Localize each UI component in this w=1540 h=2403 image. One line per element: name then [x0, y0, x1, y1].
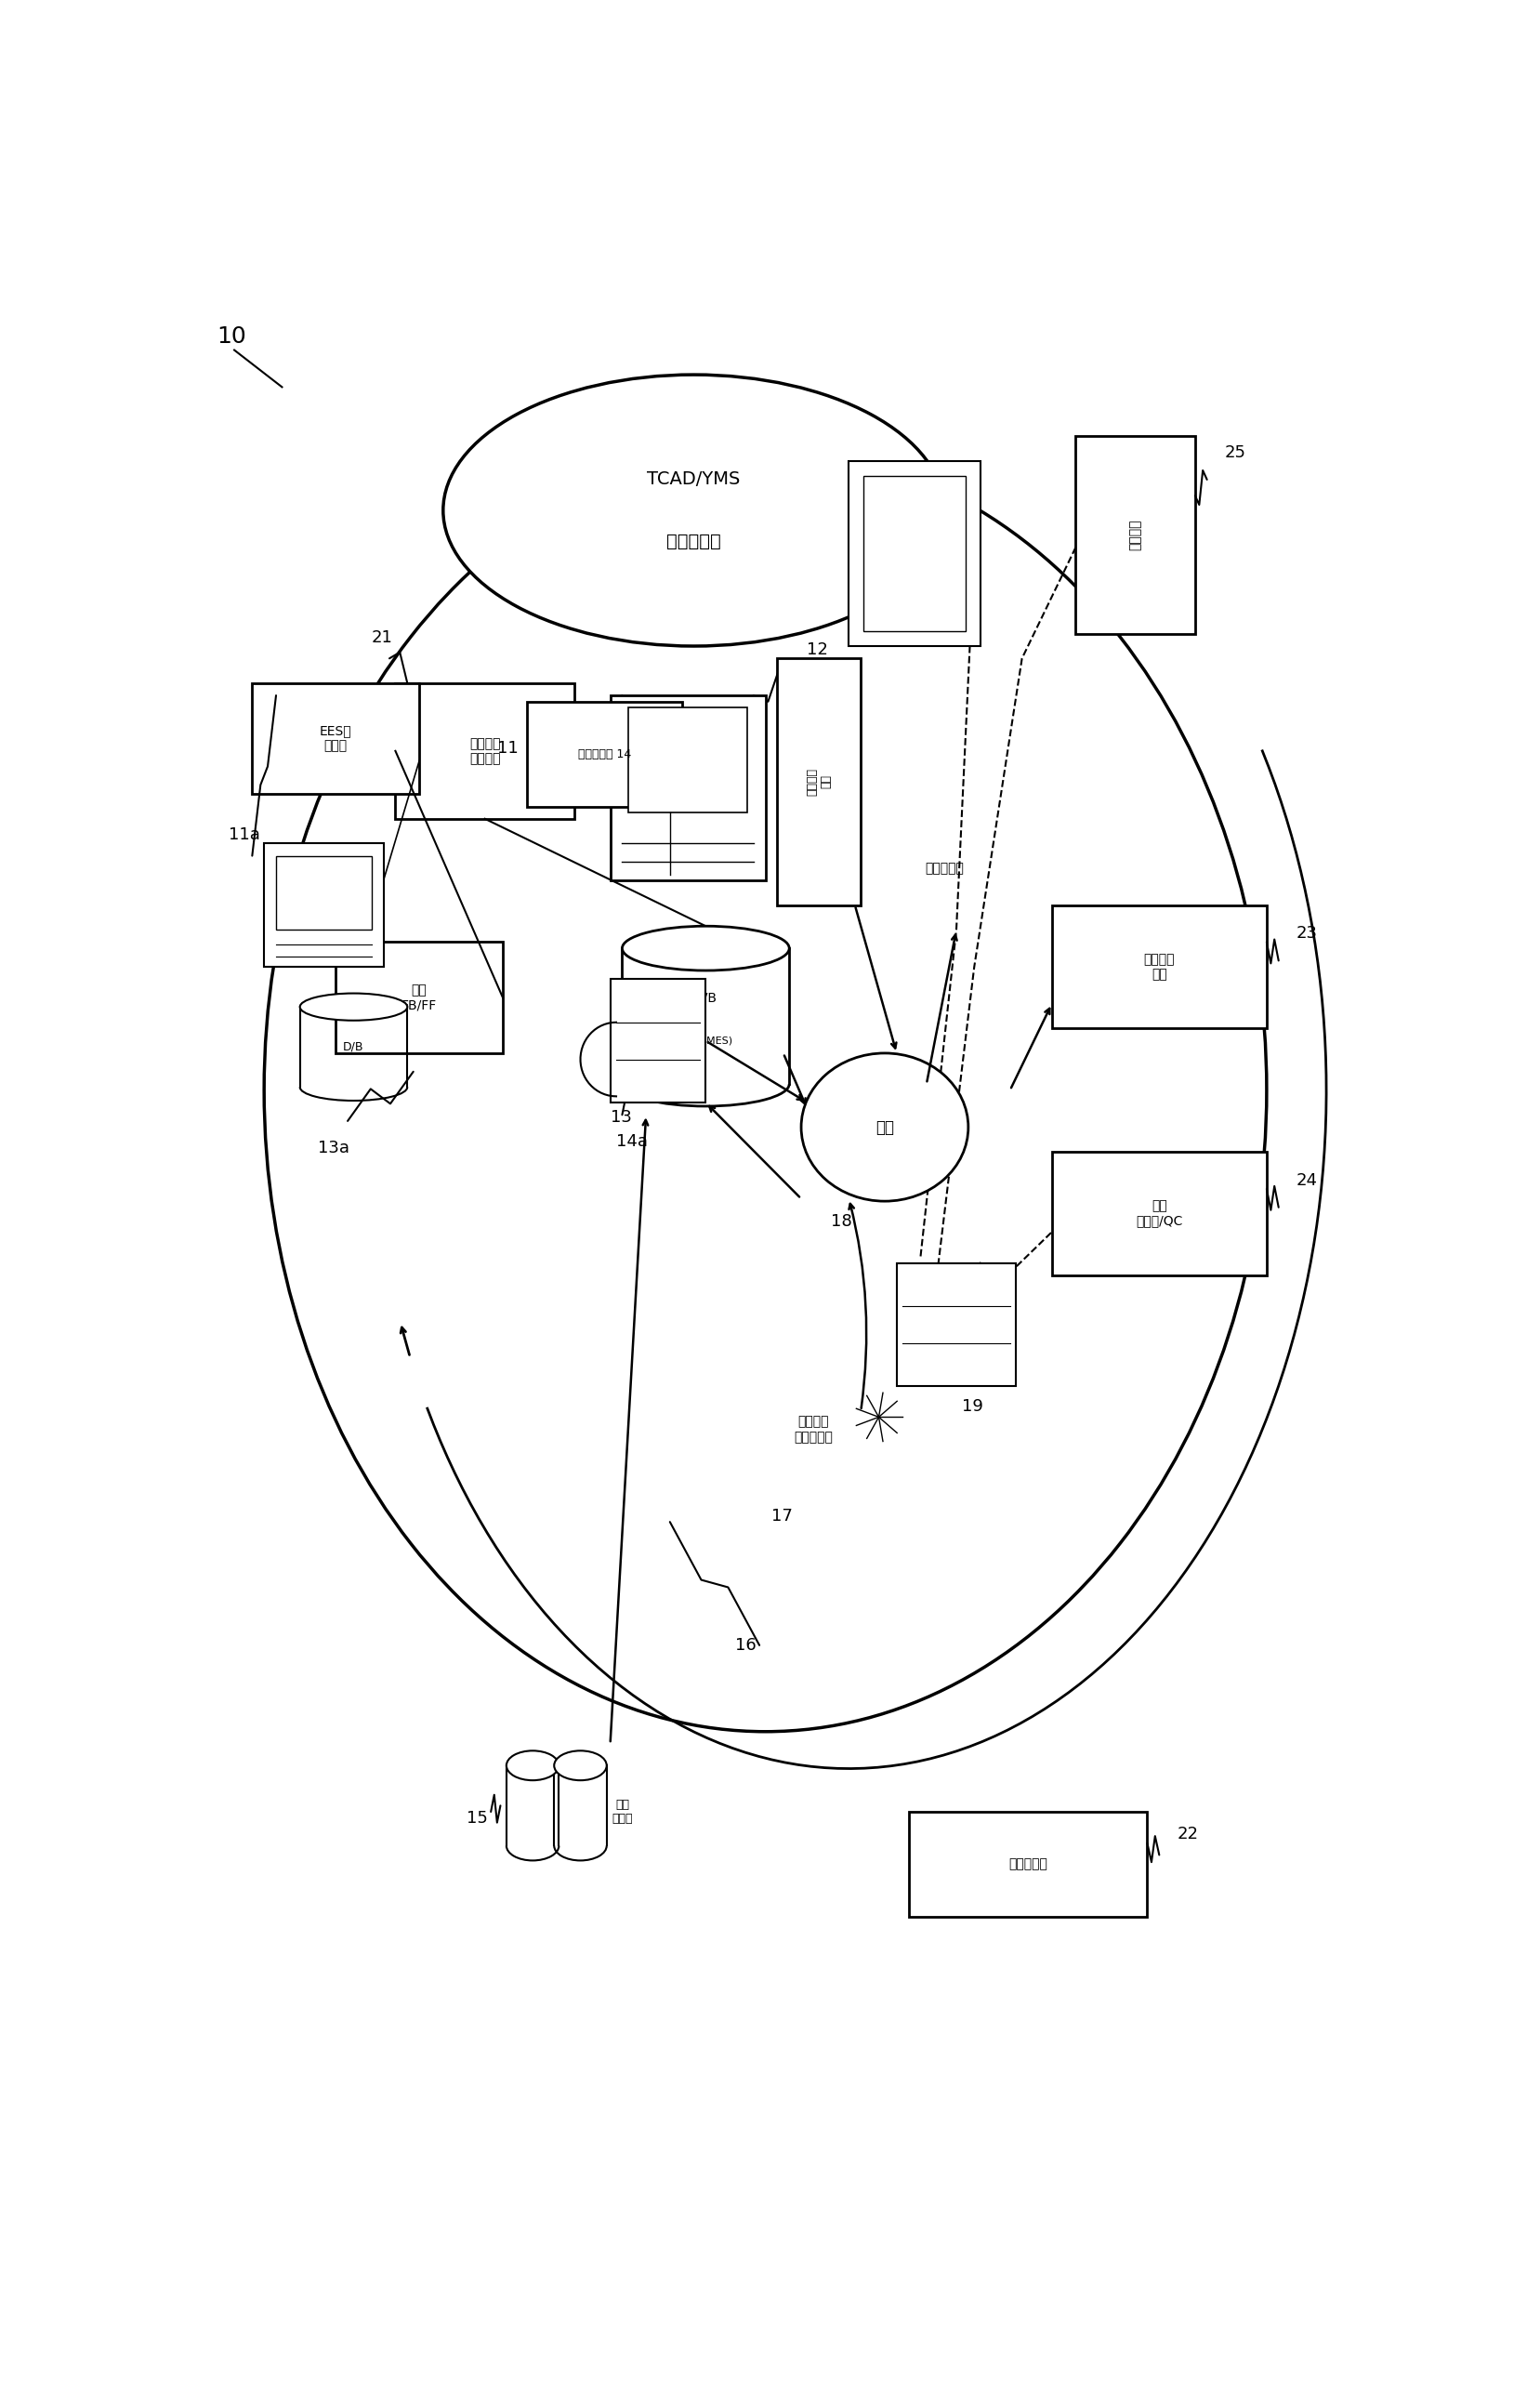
- Text: 实时
FB/FF: 实时 FB/FF: [402, 983, 437, 1012]
- Text: TCAD/YMS: TCAD/YMS: [647, 471, 741, 488]
- Ellipse shape: [300, 992, 407, 1021]
- Text: 材材
模型化: 材材 模型化: [611, 1800, 633, 1824]
- Text: (APC,MES): (APC,MES): [679, 1036, 733, 1045]
- Text: 装置内部
有无变化: 装置内部 有无变化: [470, 738, 500, 764]
- Text: 13: 13: [610, 1108, 631, 1125]
- FancyBboxPatch shape: [610, 978, 705, 1103]
- FancyBboxPatch shape: [253, 682, 419, 793]
- Text: 11a: 11a: [228, 827, 260, 843]
- FancyBboxPatch shape: [265, 843, 383, 966]
- FancyBboxPatch shape: [778, 658, 861, 906]
- Text: D/B: D/B: [695, 990, 718, 1004]
- Text: 23: 23: [1297, 925, 1318, 942]
- Ellipse shape: [801, 1053, 969, 1202]
- FancyBboxPatch shape: [1052, 1151, 1266, 1276]
- Text: 26: 26: [300, 894, 322, 911]
- Text: 10: 10: [216, 324, 246, 348]
- Text: 21: 21: [371, 630, 393, 646]
- FancyBboxPatch shape: [276, 855, 371, 930]
- Text: 12: 12: [807, 642, 829, 658]
- Ellipse shape: [507, 1752, 559, 1781]
- Text: EES的
自管理: EES的 自管理: [320, 726, 351, 752]
- Text: 装置模型化 14: 装置模型化 14: [578, 747, 631, 759]
- FancyBboxPatch shape: [396, 682, 574, 819]
- Text: D/B: D/B: [343, 1040, 363, 1053]
- Text: 实时
监控器/QC: 实时 监控器/QC: [1137, 1199, 1183, 1228]
- Ellipse shape: [622, 925, 788, 971]
- FancyBboxPatch shape: [610, 694, 765, 879]
- Ellipse shape: [554, 1752, 607, 1781]
- FancyBboxPatch shape: [864, 476, 966, 632]
- Text: 数据处理
算法: 数据处理 算法: [805, 769, 832, 795]
- Ellipse shape: [444, 375, 944, 646]
- FancyBboxPatch shape: [849, 461, 979, 646]
- Text: 构成关键
的信息收集: 构成关键 的信息收集: [793, 1415, 833, 1444]
- Text: 19: 19: [962, 1399, 984, 1415]
- Text: 22: 22: [1177, 1826, 1198, 1843]
- Text: 过程模型化: 过程模型化: [926, 863, 964, 875]
- Text: 18: 18: [832, 1214, 852, 1230]
- Text: 20: 20: [915, 493, 936, 509]
- Text: 的实际应用: 的实际应用: [667, 533, 721, 550]
- Text: 25: 25: [1224, 445, 1246, 461]
- FancyBboxPatch shape: [336, 942, 502, 1053]
- Text: 设计信息: 设计信息: [1129, 519, 1141, 550]
- Text: 13a: 13a: [317, 1139, 350, 1156]
- Text: 材料的影响: 材料的影响: [1009, 1858, 1047, 1870]
- FancyBboxPatch shape: [909, 1812, 1147, 1918]
- Text: 14a: 14a: [616, 1134, 648, 1151]
- FancyBboxPatch shape: [527, 702, 682, 807]
- FancyBboxPatch shape: [896, 1264, 1016, 1387]
- FancyBboxPatch shape: [628, 709, 747, 812]
- Text: 17: 17: [772, 1507, 793, 1524]
- Text: 11: 11: [497, 740, 517, 757]
- Text: 晶片: 晶片: [875, 1120, 895, 1137]
- FancyBboxPatch shape: [1075, 437, 1195, 634]
- Text: 16: 16: [736, 1636, 756, 1653]
- Text: 15: 15: [467, 1809, 488, 1826]
- Text: 24: 24: [1297, 1173, 1318, 1189]
- Text: 晶片上的
现象: 晶片上的 现象: [1144, 952, 1175, 980]
- FancyBboxPatch shape: [1052, 906, 1266, 1028]
